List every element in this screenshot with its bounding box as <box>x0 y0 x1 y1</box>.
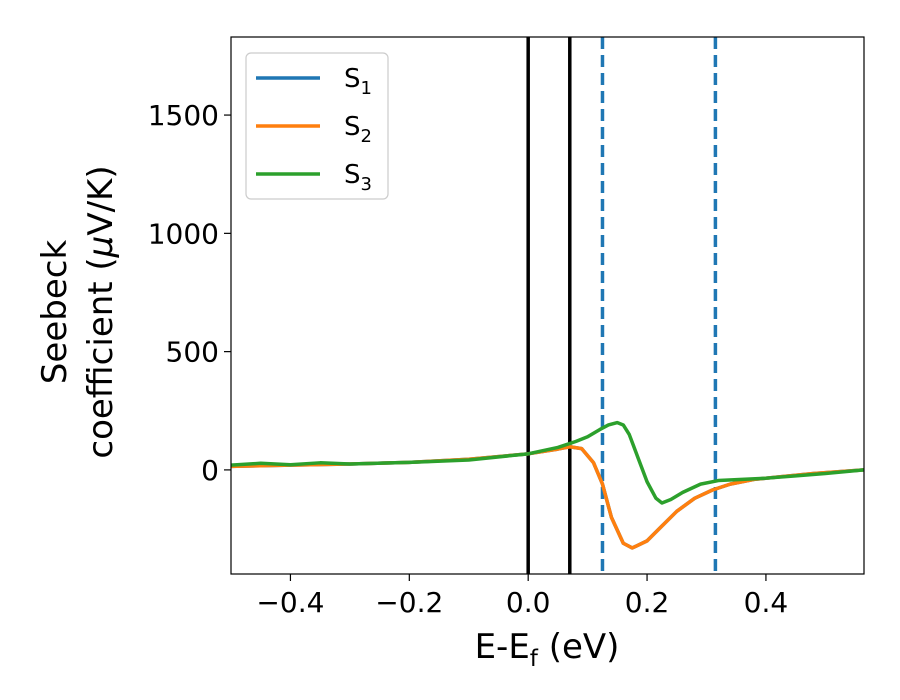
x-tick-label: −0.4 <box>256 586 324 619</box>
x-tick-label: 0.4 <box>744 586 789 619</box>
plot-area <box>231 37 864 574</box>
series-line-s3 <box>231 420 864 505</box>
x-axis-title: E-Ef (eV) <box>475 627 620 672</box>
legend-label-s1: S1 <box>344 64 372 99</box>
reference-lines <box>526 37 718 574</box>
x-tick-label: −0.2 <box>375 586 443 619</box>
y-axis-title: Seebeck coefficient (μV/K) <box>35 165 121 458</box>
y-tick-label: 500 <box>166 336 219 369</box>
x-tick-label: 0.2 <box>625 586 670 619</box>
y-tick-label: 1500 <box>148 99 219 132</box>
legend-label-s3: S3 <box>344 160 372 195</box>
axes-frame <box>230 36 865 575</box>
y-axis-title-line2: coefficient (μV/K) <box>81 165 121 458</box>
y-tick-label: 1000 <box>148 217 219 250</box>
y-tick-label: 0 <box>201 454 219 487</box>
y-axis-title-line1: Seebeck <box>35 240 75 385</box>
x-axis-ticks: −0.4 −0.2 0.0 0.2 0.4 <box>256 574 788 619</box>
legend-label-s2: S2 <box>344 112 372 147</box>
y-axis-ticks: 0 500 1000 1500 <box>148 99 231 487</box>
x-tick-label: 0.0 <box>506 586 551 619</box>
series-lines <box>231 420 864 550</box>
legend: S1 S2 S3 <box>245 52 389 200</box>
